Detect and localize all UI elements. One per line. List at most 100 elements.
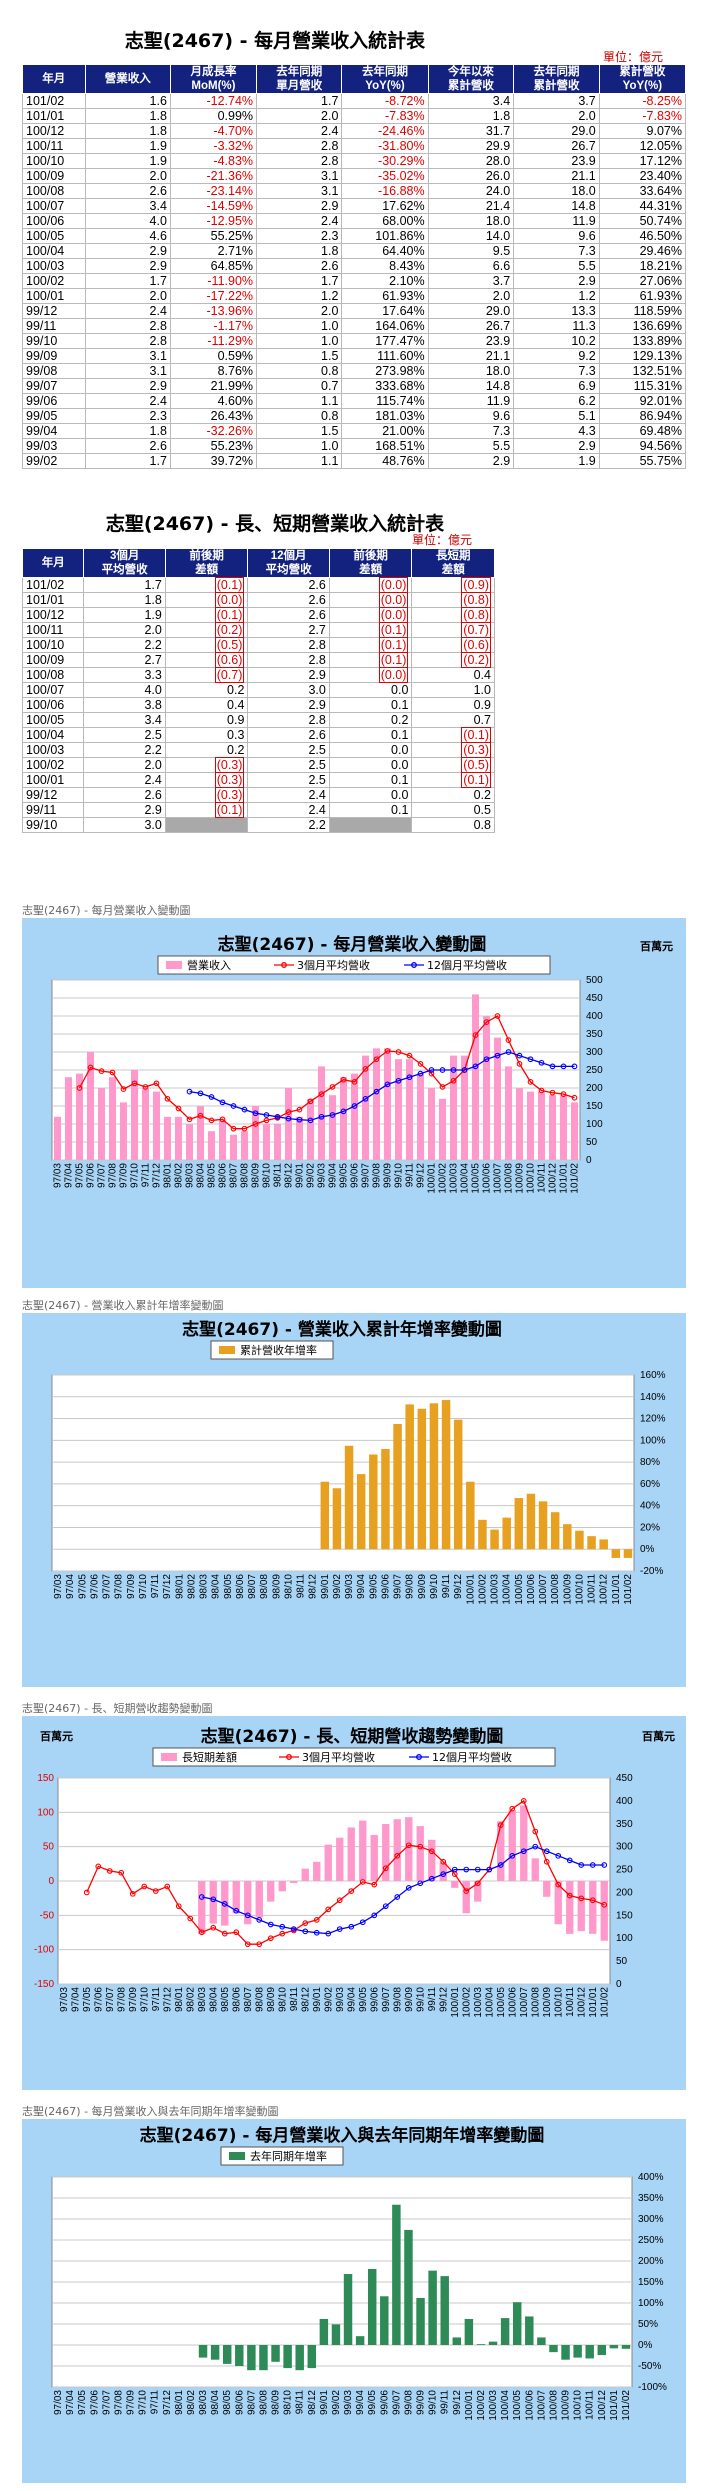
x-tick-label: 99/06: [350, 1163, 361, 1188]
revenue-bar: [493, 1037, 502, 1160]
x-tick-label: 100/11: [565, 1987, 576, 2017]
x-tick-label: 100/04: [500, 2390, 511, 2421]
x-tick-label: 100/12: [548, 1163, 559, 1194]
avg12-point: [406, 1074, 413, 1081]
avg12-point: [285, 1115, 292, 1122]
x-tick-label: 99/07: [391, 2390, 402, 2415]
avg12-point: [405, 1885, 412, 1891]
table-cell: 99/09: [22, 348, 86, 364]
diff-bar: [255, 1881, 263, 1918]
table-cell: (0.8): [411, 592, 495, 608]
table-row: 100/04 2.9 2.71% 1.8 64.40% 9.5 7.3 29.46%: [22, 243, 687, 259]
table-row: 100/10 1.9 -4.83% 2.8 -30.29% 28.0 23.9 17.12%: [22, 153, 687, 169]
table-row: 99/11 2.9 (0.1) 2.4 0.1 0.5: [21, 802, 495, 818]
diff-bar: [301, 1868, 309, 1881]
revenue-bar: [86, 1052, 95, 1160]
avg3-point: [440, 1858, 447, 1865]
table-cell: 0.1: [328, 727, 413, 743]
table-cell: 2.9: [247, 667, 330, 683]
avg3-point: [509, 1805, 516, 1812]
table-row: 100/10 2.2 (0.5) 2.8 (0.1) (0.6): [21, 637, 495, 653]
table-cell: 13.3: [513, 303, 600, 319]
table-cell: 1.8: [83, 592, 166, 608]
table-row: 100/11 2.0 (0.2) 2.7 (0.1) (0.7): [21, 622, 495, 638]
revenue-bar: [383, 1048, 392, 1160]
x-tick-label: 100/03: [490, 1574, 501, 1605]
table-cell: (0.1): [164, 802, 249, 818]
table-cell: 18.0: [427, 363, 515, 379]
table-cell: 0.1: [328, 697, 413, 713]
table-cell: -7.83%: [598, 108, 687, 124]
negative-value: (0.6): [214, 652, 245, 668]
avg3-point: [348, 1888, 355, 1894]
legend: 營業收入 3個月平均營收 12個月平均營收: [157, 955, 551, 975]
yoy-bar: [597, 2345, 607, 2356]
diff-bar: [244, 1881, 252, 1925]
negative-value: (0.8): [461, 592, 491, 608]
legend-label: 12個月平均營收: [432, 1750, 512, 1764]
avg3-point: [516, 1061, 523, 1067]
x-tick-label: 98/07: [247, 1574, 258, 1599]
table-cell: 3.1: [256, 168, 343, 184]
column-header: 前後期 差額: [328, 548, 413, 578]
diff-bar: [370, 1834, 378, 1881]
cum-yoy-bar: [344, 1445, 354, 1550]
diff-bar: [336, 1837, 344, 1881]
table-cell: 1.0: [256, 438, 343, 454]
table-cell: 3.1: [84, 348, 171, 364]
diff-bar: [428, 1839, 436, 1881]
avg3-point: [267, 1935, 274, 1942]
legend-marker: [286, 1754, 292, 1760]
avg3-point: [382, 1865, 389, 1872]
cum-yoy-bar: [587, 1536, 596, 1550]
table-cell: 0.0: [328, 742, 413, 758]
revenue-bar: [218, 1120, 227, 1160]
cum-yoy-bar: [332, 1488, 342, 1550]
avg3-point: [186, 1116, 193, 1123]
table-cell: 100/08: [22, 183, 86, 199]
x-tick-label: 99/12: [438, 1987, 449, 2012]
x-tick-label: 100/09: [562, 1574, 573, 1605]
yoy-bar: [476, 2344, 486, 2345]
legend-swatch: [166, 961, 182, 969]
chart-title: 志聖(2467) - 每月營業收入變動圖: [218, 934, 487, 955]
table-cell: 2.0: [84, 288, 171, 304]
avg12-point: [472, 1063, 479, 1070]
column-header: 年月: [21, 548, 85, 578]
x-tick-label: 98/04: [196, 1163, 207, 1188]
diff-bar: [531, 1858, 539, 1881]
avg12-point: [428, 1067, 435, 1073]
x-tick-label: 99/01: [319, 2390, 330, 2415]
table-cell: (0.3): [164, 787, 249, 803]
x-tick-label: 98/04: [210, 2390, 221, 2415]
table-cell: -30.29%: [341, 153, 429, 169]
avg12-point: [571, 1063, 578, 1070]
table-cell: 0.3: [164, 727, 249, 743]
revenue-bar: [141, 1088, 150, 1160]
revenue-bar: [471, 994, 480, 1160]
x-tick-label: 98/11: [273, 1163, 284, 1188]
negative-value: (0.0): [378, 592, 409, 608]
x-tick-label: 100/08: [530, 1987, 541, 2018]
table-cell: 23.40%: [598, 168, 687, 184]
column-header: 年月: [22, 64, 86, 94]
table-cell: 0.1: [328, 802, 413, 818]
chart1-panel: 志聖(2467) - 每月營業收入變動圖 百萬元 營業收入 3個月平均營收 12個月平均…: [22, 918, 686, 1288]
table-cell: 136.69%: [598, 318, 687, 334]
avg3-point: [395, 1049, 402, 1055]
avg12-point: [267, 1921, 274, 1928]
avg3-point: [527, 1079, 534, 1085]
x-tick-label: 97/03: [53, 1574, 64, 1599]
table-cell: 2.8: [84, 333, 171, 349]
chart-title: 志聖(2467) - 每月營業收入與去年同期年增率變動圖: [140, 2125, 545, 2146]
x-tick-label: 100/03: [449, 1163, 460, 1194]
table-cell: 2.4: [83, 772, 166, 788]
avg3-point: [233, 1929, 240, 1936]
x-tick-label: 99/05: [367, 2390, 378, 2415]
table-cell: 1.9: [84, 153, 171, 169]
avg12-point: [516, 1052, 523, 1059]
x-tick-label: 97/12: [152, 1163, 163, 1188]
negative-value: (0.5): [214, 637, 245, 653]
avg12-point: [371, 1912, 378, 1919]
